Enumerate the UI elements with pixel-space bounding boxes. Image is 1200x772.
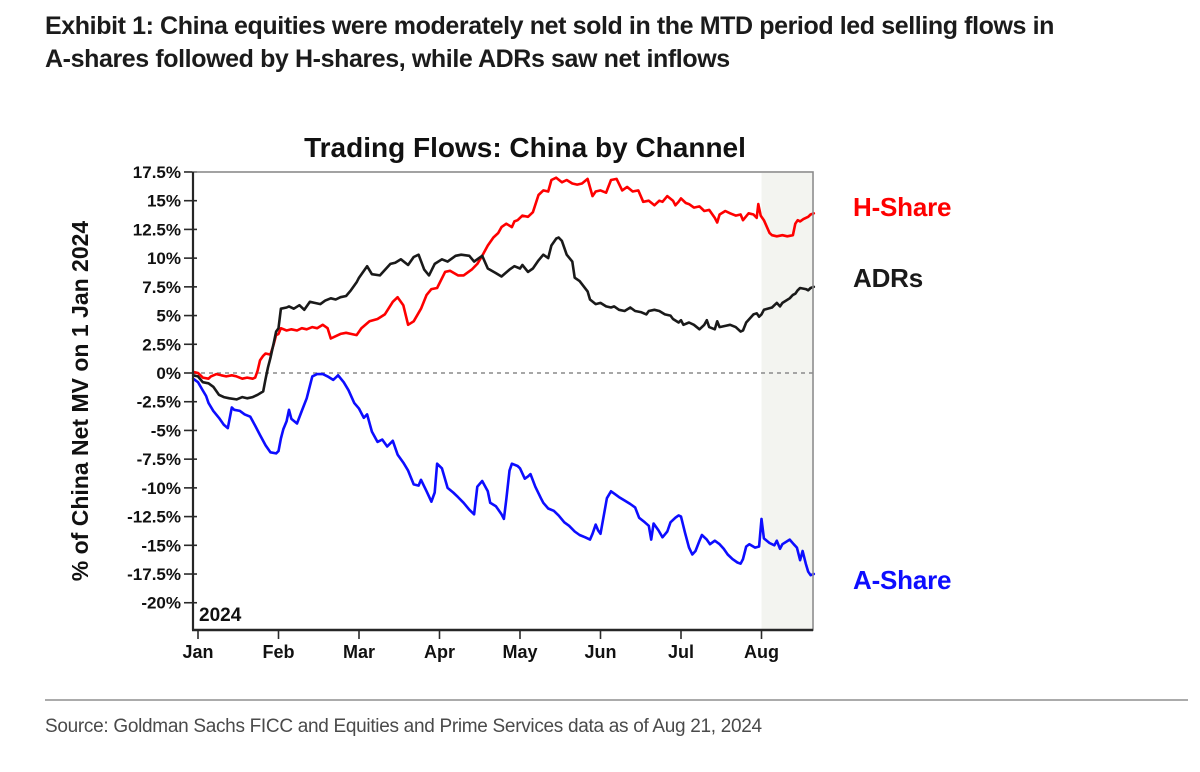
y-tick-label: 2.5% [142,335,181,354]
y-tick-label: 0% [156,364,181,383]
trading-flows-chart: 17.5% 15% 12.5% 10% 7.5% 5% 2.5% 0% -2.5% -5% -7.5… [67,132,816,662]
x-tick-label: Jun [584,642,616,662]
series-line-h-share [191,176,816,381]
y-tick-label: -2.5% [137,393,181,412]
y-tick-label: -15% [141,536,181,555]
footer-divider [45,699,1188,701]
x-tick-label: Apr [424,642,455,662]
y-tick-label: -7.5% [137,450,181,469]
y-tick-label: 10% [147,249,181,268]
x-tick-label: May [502,642,537,662]
y-tick-label: -17.5% [127,565,181,584]
y-tick-label: -12.5% [127,508,181,527]
series-line-adrs [191,236,816,401]
y-tick-label: 17.5% [133,163,181,182]
y-tick-label: -5% [151,421,181,440]
chart-title: Trading Flows: China by Channel [304,132,746,163]
year-label: 2024 [199,605,242,626]
y-tick-label: 15% [147,192,181,211]
y-axis-title: % of China Net MV on 1 Jan 2024 [67,221,93,582]
y-tick-label: -10% [141,479,181,498]
plot-border [192,171,814,631]
y-tick-label: 12.5% [133,220,181,239]
exhibit-title-line2: A-shares followed by H-shares, while ADR… [45,45,730,73]
legend-a-share: A-Share [853,565,952,595]
series-line-a-share [191,372,816,577]
exhibit-header: Exhibit 1: China equities were moderatel… [45,10,1193,76]
legend-h-share: H-Share [853,192,952,222]
x-tick-label: Jul [668,642,694,662]
y-tick-label: 5% [156,307,181,326]
y-tick-label: 7.5% [142,278,181,297]
y-tick-label: -20% [141,594,181,613]
source-note: Source: Goldman Sachs FICC and Equities … [45,716,762,737]
legend-adrs: ADRs [853,263,923,293]
exhibit-title-line1: Exhibit 1: China equities were moderatel… [45,12,1055,40]
x-tick-label: Feb [262,642,294,662]
x-tick-label: Mar [343,642,375,662]
x-tick-label: Jan [182,642,213,662]
x-tick-label: Aug [744,642,779,662]
